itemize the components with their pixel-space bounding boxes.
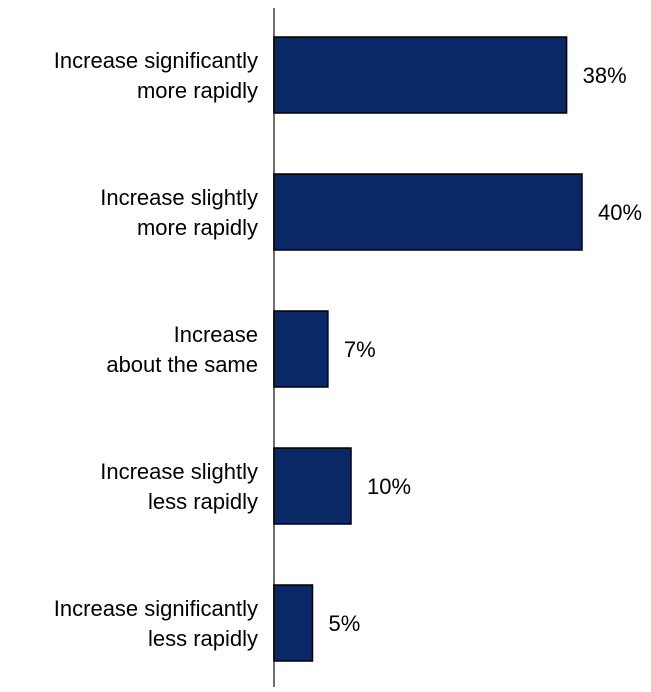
bar-0 <box>273 36 568 114</box>
category-label-4-line-1: less rapidly <box>148 626 258 651</box>
category-label-3-line-1: less rapidly <box>148 489 258 514</box>
bar-4 <box>273 584 314 662</box>
bar-3 <box>273 447 352 525</box>
value-label-4: 5% <box>329 611 361 636</box>
value-label-2: 7% <box>344 337 376 362</box>
value-label-0: 38% <box>583 63 627 88</box>
category-label-0: Increase significantly more rapidly <box>54 48 258 103</box>
category-label-3-line-0: Increase slightly <box>100 459 258 484</box>
category-label-3: Increase slightly less rapidly <box>100 459 258 514</box>
category-label-0-line-1: more rapidly <box>137 78 258 103</box>
category-label-4: Increase significantly less rapidly <box>54 596 258 651</box>
category-label-0-line-0: Increase significantly <box>54 48 258 73</box>
bar-1 <box>273 173 583 251</box>
value-label-1: 40% <box>598 200 642 225</box>
bar-2 <box>273 310 329 388</box>
category-label-1-line-0: Increase slightly <box>100 185 258 210</box>
category-label-2-line-1: about the same <box>106 352 258 377</box>
category-label-1-line-1: more rapidly <box>137 215 258 240</box>
value-label-3: 10% <box>367 474 411 499</box>
category-label-1: Increase slightly more rapidly <box>100 185 258 240</box>
category-label-2-line-0: Increase <box>174 322 258 347</box>
category-label-2: Increase about the same <box>106 322 258 377</box>
category-label-4-line-0: Increase significantly <box>54 596 258 621</box>
